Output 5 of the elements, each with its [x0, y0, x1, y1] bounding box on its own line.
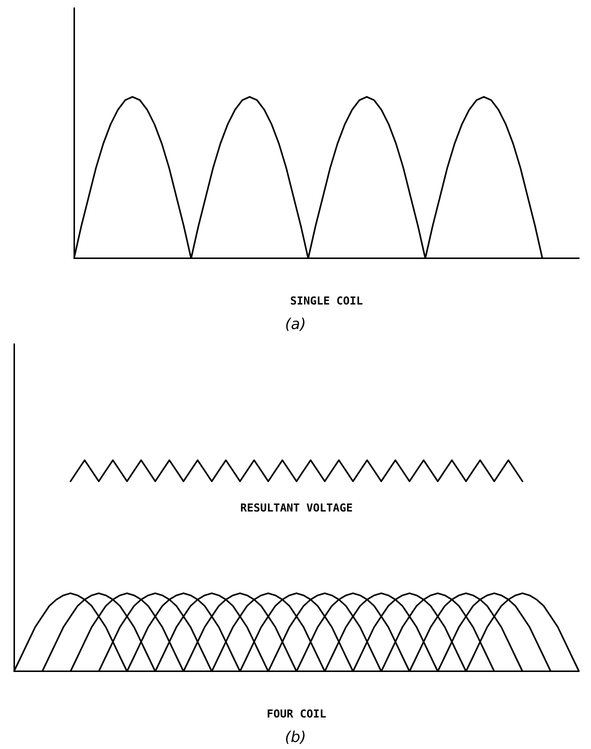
x-axis-title: FOUR COIL	[266, 707, 327, 720]
x-axis-title: SINGLE COIL	[290, 294, 364, 308]
text: (a)	[284, 314, 307, 335]
text: (b)	[284, 727, 308, 748]
series-label: RESULTANT VOLTAGE	[240, 502, 353, 515]
